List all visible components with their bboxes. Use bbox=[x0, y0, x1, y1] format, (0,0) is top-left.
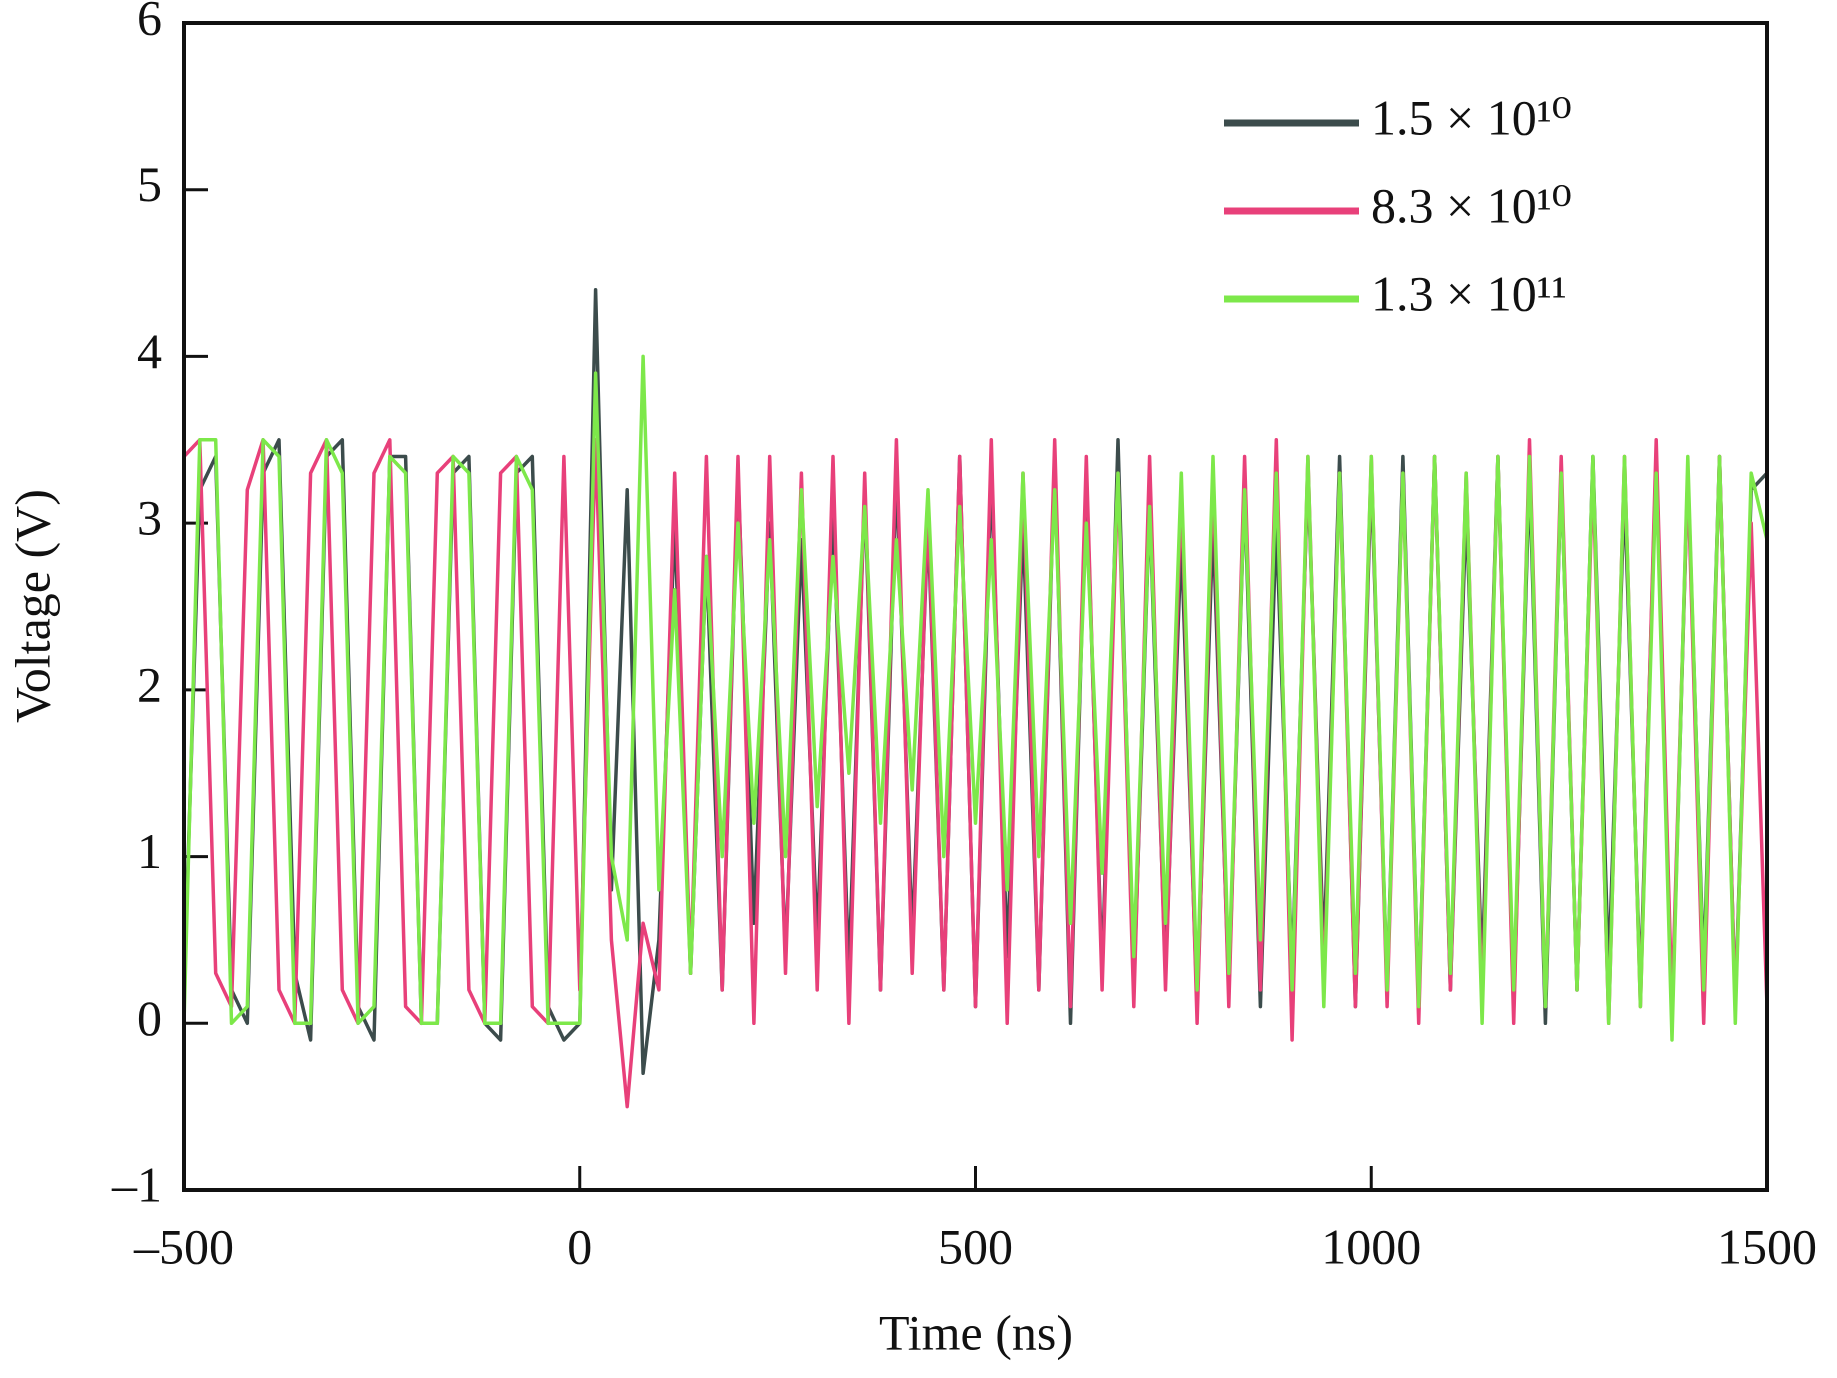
y-tick-label: 0 bbox=[137, 990, 162, 1046]
x-tick-label: –500 bbox=[133, 1218, 234, 1274]
x-tick-label: 1000 bbox=[1321, 1218, 1421, 1274]
legend-label: 8.3 × 10¹⁰ bbox=[1371, 177, 1572, 233]
y-tick-label: 1 bbox=[137, 823, 162, 879]
y-tick-label: 2 bbox=[137, 656, 162, 712]
x-tick-label: 1500 bbox=[1717, 1218, 1817, 1274]
y-tick-label: 3 bbox=[137, 490, 162, 546]
y-tick-label: 5 bbox=[137, 156, 162, 212]
y-axis-label: Voltage (V) bbox=[4, 489, 60, 723]
x-axis-label: Time (ns) bbox=[879, 1304, 1073, 1360]
legend-label: 1.3 × 10¹¹ bbox=[1371, 265, 1567, 321]
legend-label: 1.5 × 10¹⁰ bbox=[1371, 89, 1572, 145]
y-tick-label: 4 bbox=[137, 323, 162, 379]
y-tick-label: –1 bbox=[111, 1156, 162, 1212]
plot-frame bbox=[182, 21, 1769, 1192]
y-tick-label: 6 bbox=[137, 0, 162, 45]
series-line bbox=[182, 354, 1769, 1042]
x-tick-label: 0 bbox=[567, 1218, 592, 1274]
x-tick-label: 500 bbox=[938, 1218, 1013, 1274]
